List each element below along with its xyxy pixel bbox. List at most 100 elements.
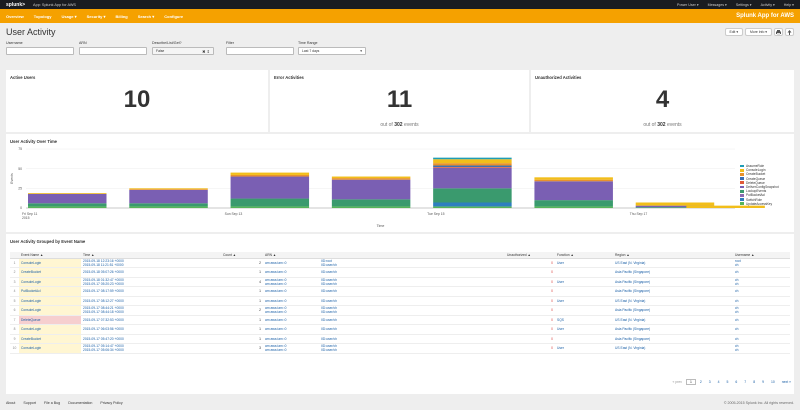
column-header[interactable]: Event Name ▲ (19, 252, 81, 259)
arn-cell[interactable]: arn:aws:iam::0 (263, 315, 319, 325)
activity-menu[interactable]: Activity ▾ (760, 2, 775, 7)
unauthorized-cell[interactable]: 0 (505, 334, 555, 344)
unauthorized-cell[interactable]: 0 (505, 324, 555, 335)
count-cell[interactable]: 3 (221, 343, 263, 354)
arn-user-cell[interactable]: IID:user/ch (319, 267, 505, 278)
page-button[interactable]: 2 (699, 380, 702, 384)
function-cell[interactable] (555, 267, 613, 278)
region-cell[interactable]: US East (N. Virginia) (613, 258, 733, 268)
describe-select[interactable]: False ✖ ⇕ (152, 47, 214, 55)
event-name-cell[interactable]: CreateBucket (19, 334, 81, 344)
arn-user-cell[interactable]: IID:root IID:user/ch (319, 258, 505, 268)
arn-user-cell[interactable]: IID:user/ch IID:user/ch (319, 305, 505, 316)
arn-cell[interactable]: arn:aws:iam::0 (263, 296, 319, 306)
unauthorized-cell[interactable]: 0 (505, 286, 555, 297)
column-header[interactable]: Count ▲ (221, 252, 263, 259)
arn-user-cell[interactable]: IID:user/ch (319, 286, 505, 297)
time-cell[interactable]: 2015-09-17 06:03:56 +0000 (81, 324, 221, 335)
unauthorized-cell[interactable]: 0 (505, 296, 555, 306)
column-header[interactable]: Function ▲ (555, 252, 613, 259)
edit-button[interactable]: Edit ▾ (724, 28, 744, 36)
arn-cell[interactable]: arn:aws:iam::0 arn:aws:iam::0 (263, 305, 319, 316)
arn-user-cell[interactable]: IID:user/ch (319, 324, 505, 335)
export-icon[interactable] (785, 28, 794, 36)
event-name-cell[interactable]: CreateBucket (19, 267, 81, 278)
page-button[interactable]: 9 (762, 380, 764, 384)
region-cell[interactable]: Asia Pacific (Singapore) (613, 286, 733, 297)
column-header[interactable]: ARN ▲ (263, 252, 319, 259)
footer-support-link[interactable]: Support (23, 401, 36, 405)
column-header[interactable]: Region ▲ (613, 252, 733, 259)
event-name-cell[interactable]: ConsoleLogin (19, 343, 81, 354)
time-range-picker[interactable]: Last 7 days ▾ (298, 47, 366, 55)
arn-user-cell[interactable]: IID:user/ch IID:user/ch (319, 277, 505, 287)
time-cell[interactable]: 2015-09-17 08:17:59 +0000 (81, 286, 221, 297)
event-name-cell[interactable]: ConsoleLogin (19, 258, 81, 268)
kpi-value[interactable]: 10 (123, 86, 151, 113)
arn-user-cell[interactable]: IID:user/ch IID:user/ch (319, 343, 505, 354)
event-name-cell[interactable]: PutBucketAcl (19, 286, 81, 297)
function-cell[interactable]: SQS (555, 315, 613, 325)
function-cell[interactable]: User (555, 277, 613, 287)
count-cell[interactable]: 1 (221, 267, 263, 278)
arn-cell[interactable]: arn:aws:iam::0 arn:aws:iam::0 (263, 277, 319, 287)
username-cell[interactable]: ch (733, 324, 790, 335)
nav-topology[interactable]: Topology (33, 13, 52, 19)
arn-cell[interactable]: arn:aws:iam::0 (263, 258, 319, 268)
username-cell[interactable]: ch (733, 334, 790, 344)
time-cell[interactable]: 2015-09-18 01:32:47 +0000 2015-09-17 05:2… (81, 277, 221, 287)
kpi-value[interactable]: 4 (655, 86, 670, 113)
username-cell[interactable]: ch ch (733, 277, 790, 287)
username-cell[interactable]: ch ch (733, 305, 790, 316)
nav-search[interactable]: Search ▾ (137, 13, 155, 19)
username-cell[interactable]: ch ch (733, 343, 790, 354)
time-cell[interactable]: 2015-09-17 07:32:53 +0000 (81, 315, 221, 325)
next-page-button[interactable]: next » (781, 380, 791, 384)
legend-item[interactable]: DeliverConfigSnapshot (740, 185, 779, 189)
region-cell[interactable]: US East (N. Virginia) (613, 343, 733, 354)
username-cell[interactable]: ch (733, 267, 790, 278)
unauthorized-cell[interactable]: 0 (505, 258, 555, 268)
unauthorized-cell[interactable]: 0 (505, 305, 555, 316)
footer-docs-link[interactable]: Documentation (68, 401, 93, 405)
region-cell[interactable]: Asia Pacific (Singapore) (613, 324, 733, 335)
arn-cell[interactable]: arn:aws:iam::0 (263, 286, 319, 297)
count-cell[interactable]: 1 (221, 334, 263, 344)
time-cell[interactable]: 2015-09-17 05:14:47 +0000 2015-09-17 05:0… (81, 343, 221, 354)
unauthorized-cell[interactable]: 0 (505, 267, 555, 278)
column-header[interactable]: Time ▲ (81, 252, 221, 259)
help-menu[interactable]: Help ▾ (783, 2, 794, 7)
username-input[interactable] (6, 47, 74, 55)
event-name-cell[interactable]: ConsoleLogin (19, 305, 81, 316)
time-cell[interactable]: 2015-09-17 05:47:20 +0000 (81, 334, 221, 344)
username-cell[interactable]: root ch (733, 258, 790, 268)
region-cell[interactable]: Asia Pacific (Singapore) (613, 267, 733, 278)
page-button[interactable]: 5 (726, 380, 729, 384)
count-cell[interactable]: 1 (221, 315, 263, 325)
unauthorized-cell[interactable]: 0 (505, 277, 555, 287)
arn-cell[interactable]: arn:aws:iam::0 (263, 324, 319, 335)
page-button[interactable]: 1 (685, 379, 696, 385)
user-menu[interactable]: Power User ▾ (677, 2, 699, 7)
time-cell[interactable]: 2015-09-18 12:23:16 +0000 2015-09-18 11:2… (81, 258, 221, 268)
unauthorized-cell[interactable]: 0 (505, 343, 555, 354)
page-button[interactable]: 10 (770, 380, 775, 384)
splunk-logo[interactable]: splunk> (6, 1, 26, 8)
print-icon[interactable] (774, 28, 783, 36)
footer-privacy-link[interactable]: Privacy Policy (100, 401, 123, 405)
region-cell[interactable]: Asia Pacific (Singapore) (613, 334, 733, 344)
region-cell[interactable]: Asia Pacific (Singapore) (613, 305, 733, 316)
function-cell[interactable] (555, 305, 613, 316)
function-cell[interactable]: User (555, 343, 613, 354)
more-info-button[interactable]: More Info ▾ (745, 28, 772, 36)
legend-item[interactable]: DeleteQueue (740, 181, 779, 185)
column-header[interactable]: Username ▲ (733, 252, 790, 259)
count-cell[interactable]: 2 (221, 305, 263, 316)
legend-item[interactable]: UpdateAccessKey (740, 202, 779, 206)
footer-bug-link[interactable]: File a Bug (44, 401, 61, 405)
function-cell[interactable]: User (555, 258, 613, 268)
legend-item[interactable]: CreateBucket (740, 172, 779, 176)
event-name-cell[interactable]: ConsoleLogin (19, 324, 81, 335)
region-cell[interactable]: US East (N. Virginia) (613, 296, 733, 306)
column-header[interactable]: Unauthorized ▲ (505, 252, 555, 259)
